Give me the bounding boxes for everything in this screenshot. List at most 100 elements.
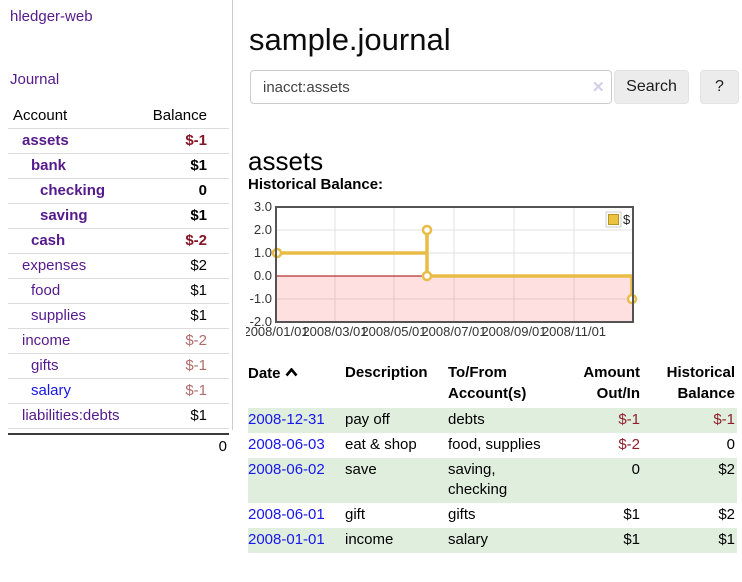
transaction-accounts: gifts	[448, 506, 476, 523]
account-link-salary[interactable]: salary	[31, 382, 72, 399]
amount-column-header: Amount Out/In	[583, 364, 640, 402]
transaction-description: save	[345, 461, 377, 478]
transaction-amount: $1	[623, 531, 640, 548]
date-column-header[interactable]: Date	[248, 362, 345, 408]
accounts-table: Account Balance assets $-1 bank $1 check…	[8, 104, 229, 459]
transaction-description: pay off	[345, 411, 390, 428]
svg-text:2008/11/01: 2008/11/01	[542, 324, 606, 339]
account-balance: $1	[139, 278, 229, 303]
transaction-date-link[interactable]: 2008-01-01	[248, 531, 325, 548]
register-header-row: Date Description To/From Account(s) Amou…	[248, 362, 737, 408]
account-link-supplies[interactable]: supplies	[31, 307, 87, 324]
account-link-income[interactable]: income	[22, 332, 71, 349]
account-link-food[interactable]: food	[31, 282, 61, 299]
account-balance: 0	[139, 178, 229, 203]
tofrom-column-header: To/From Account(s)	[448, 364, 527, 402]
transaction-amount: $1	[623, 506, 640, 523]
date-header-label: Date	[248, 365, 281, 382]
page-title: sample.journal	[249, 21, 451, 57]
svg-text:2008/03/01: 2008/03/01	[302, 324, 367, 339]
account-link-assets[interactable]: assets	[22, 132, 69, 149]
account-link-bank[interactable]: bank	[31, 157, 67, 174]
account-row: cash $-2	[8, 228, 229, 253]
account-balance: $2	[139, 253, 229, 278]
transaction-row: 2008-01-01 income salary $1 $1	[248, 528, 737, 553]
account-balance: $1	[139, 403, 229, 428]
negative-region	[277, 276, 632, 321]
accounts-table-header: Account Balance	[8, 104, 229, 128]
transaction-date-link[interactable]: 2008-06-03	[248, 436, 325, 453]
account-row: gifts $-1	[8, 353, 229, 378]
transaction-balance: $1	[718, 531, 735, 548]
accounts-total-value: 0	[139, 433, 229, 459]
sort-ascending-icon	[285, 362, 298, 383]
search-input[interactable]	[250, 70, 612, 104]
account-row: income $-2	[8, 328, 229, 353]
svg-text:2008/07/01: 2008/07/01	[421, 324, 486, 339]
historical-balance-chart: $ 3.0 2.0 1.0 0.0 -1.0 -2.0 2008/01/01 2…	[246, 202, 638, 339]
register-table: Date Description To/From Account(s) Amou…	[248, 362, 737, 553]
account-link-expenses[interactable]: expenses	[22, 257, 87, 274]
legend-swatch	[608, 214, 619, 225]
description-column-header: Description	[345, 364, 428, 381]
transaction-description: income	[345, 531, 394, 548]
chart-title: Historical Balance:	[248, 176, 384, 193]
transaction-row: 2008-06-02 save saving, checking 0 $2	[248, 458, 737, 503]
svg-text:3.0: 3.0	[254, 202, 272, 214]
account-row: assets $-1	[8, 128, 229, 153]
transaction-accounts: salary	[448, 531, 489, 548]
balance-column-header: Balance	[152, 107, 207, 124]
account-row: bank $1	[8, 153, 229, 178]
transaction-balance: $2	[718, 506, 735, 523]
account-balance: $1	[139, 203, 229, 228]
transaction-accounts: debts	[448, 411, 485, 428]
transaction-amount: $-1	[618, 411, 640, 428]
transaction-row: 2008-06-03 eat & shop food, supplies $-2…	[248, 433, 737, 458]
account-balance: $-1	[139, 353, 229, 378]
account-balance: $1	[139, 303, 229, 328]
transaction-date-link[interactable]: 2008-06-02	[248, 461, 325, 478]
svg-text:2008/01/01: 2008/01/01	[246, 324, 309, 339]
transaction-balance: $-1	[713, 411, 735, 428]
transaction-row: 2008-12-31 pay off debts $-1 $-1	[248, 408, 737, 433]
account-row: food $1	[8, 278, 229, 303]
x-axis-ticks: 2008/01/01 2008/03/01 2008/05/01 2008/07…	[246, 324, 606, 339]
account-heading: assets	[248, 145, 324, 176]
account-row: liabilities:debts $1	[8, 403, 229, 428]
transaction-description: eat & shop	[345, 436, 417, 453]
accounts-total-row: 0	[8, 433, 229, 459]
account-balance: $-2	[139, 228, 229, 253]
transaction-balance: 0	[726, 436, 735, 453]
account-link-gifts[interactable]: gifts	[31, 357, 59, 374]
account-row: checking 0	[8, 178, 229, 203]
help-button[interactable]: ?	[700, 70, 739, 104]
plot-border	[275, 206, 634, 323]
transaction-row: 2008-06-01 gift gifts $1 $2	[248, 503, 737, 528]
account-balance: $1	[139, 153, 229, 178]
account-row: saving $1	[8, 203, 229, 228]
transaction-date-link[interactable]: 2008-12-31	[248, 411, 325, 428]
svg-text:2.0: 2.0	[254, 222, 272, 237]
account-column-header: Account	[13, 107, 68, 124]
brand-link[interactable]: hledger-web	[10, 8, 93, 25]
search-button[interactable]: Search	[614, 70, 689, 104]
account-link-cash[interactable]: cash	[31, 232, 66, 249]
account-link-saving[interactable]: saving	[40, 207, 88, 224]
svg-text:1.0: 1.0	[254, 245, 272, 260]
legend-label: $	[623, 212, 631, 227]
clear-search-icon[interactable]: ✕	[592, 79, 605, 96]
svg-text:2008/05/01: 2008/05/01	[361, 324, 426, 339]
svg-text:-1.0: -1.0	[250, 291, 272, 306]
svg-text:-2.0: -2.0	[250, 314, 272, 329]
transaction-accounts: food, supplies	[448, 436, 541, 453]
transaction-balance: $2	[718, 461, 735, 478]
sidebar-divider	[232, 0, 233, 430]
y-axis-ticks: 3.0 2.0 1.0 0.0 -1.0 -2.0	[250, 202, 272, 329]
account-link-checking[interactable]: checking	[40, 182, 106, 199]
transaction-date-link[interactable]: 2008-06-01	[248, 506, 325, 523]
account-balance: $-1	[139, 128, 229, 153]
account-link-liabilities-debts[interactable]: liabilities:debts	[22, 407, 120, 424]
balance-column-header: Historical Balance	[666, 364, 735, 402]
sidebar-item-journal[interactable]: Journal	[10, 71, 60, 88]
